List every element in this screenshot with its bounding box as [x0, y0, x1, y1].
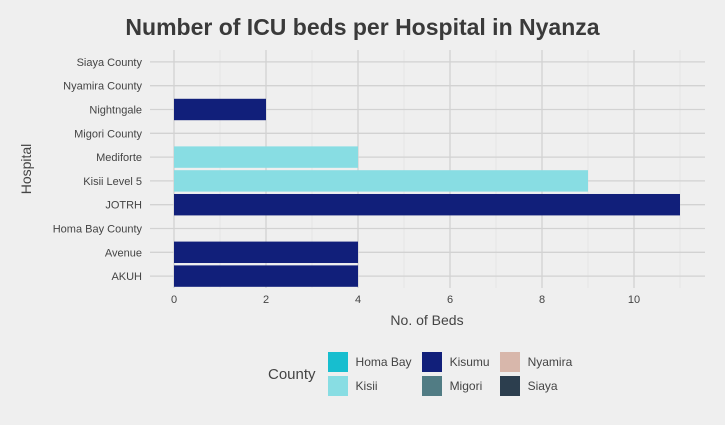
y-tick-label: AKUH	[111, 271, 142, 283]
x-tick-label: 2	[263, 294, 269, 306]
x-tick-label: 10	[628, 294, 640, 306]
legend-item: Homa Bay	[327, 350, 412, 374]
legend-label: Kisumu	[449, 355, 490, 369]
legend-label: Kisii	[355, 379, 378, 393]
legend: County Homa Bay Kisumu Nyamira Kisii Migori S…	[268, 350, 572, 398]
legend-item: Kisumu	[421, 350, 490, 374]
bars	[174, 98, 680, 287]
legend-item: Migori	[421, 374, 490, 398]
legend-item: Nyamira	[499, 350, 573, 374]
y-tick-label: Mediforte	[96, 152, 142, 164]
x-tick-label: 8	[539, 294, 545, 306]
y-tick-label: Homa Bay County	[53, 224, 143, 236]
legend-swatch	[327, 352, 348, 372]
y-tick-label: Kisii Level 5	[83, 176, 142, 188]
x-tick-label: 6	[447, 294, 453, 306]
x-tick-label: 0	[171, 294, 177, 306]
legend-item: Siaya	[499, 374, 573, 398]
y-tick-label: Migori County	[74, 128, 142, 140]
bar-akuh	[174, 265, 358, 287]
bar-chart: Siaya County Nyamira County Nightngale Migo…	[18, 50, 705, 328]
x-tick-labels: 0 2 4 6 8 10	[171, 294, 640, 306]
legend-swatch	[499, 352, 520, 372]
legend-swatch	[421, 352, 442, 372]
legend-label: Nyamira	[527, 355, 573, 369]
y-tick-labels: Siaya County Nyamira County Nightngale Migo…	[53, 57, 143, 283]
y-tick-label: Nyamira County	[63, 81, 142, 93]
y-tick-label: JOTRH	[105, 200, 142, 212]
legend-swatch	[421, 376, 442, 396]
legend-title: County	[268, 365, 316, 383]
legend-items: Homa Bay Kisumu Nyamira Kisii Migori Siaya	[327, 350, 573, 398]
bar-mediforte	[174, 146, 358, 168]
y-tick-label: Nightngale	[89, 105, 142, 117]
y-tick-label: Avenue	[105, 247, 142, 259]
bar-nightngale	[174, 98, 266, 121]
legend-item: Kisii	[327, 374, 412, 398]
x-axis-title: No. of Beds	[390, 312, 463, 328]
bar-avenue	[174, 241, 358, 264]
legend-label: Homa Bay	[355, 355, 412, 369]
chart-title: Number of ICU beds per Hospital in Nyanz…	[125, 14, 600, 40]
bar-jotrh	[174, 193, 680, 216]
bar-kisii-level-5	[174, 170, 588, 192]
x-tick-label: 4	[355, 294, 361, 306]
y-tick-label: Siaya County	[77, 57, 143, 69]
legend-label: Migori	[449, 379, 483, 393]
legend-swatch	[499, 376, 520, 396]
legend-label: Siaya	[527, 379, 558, 393]
legend-swatch	[327, 376, 348, 396]
y-axis-title: Hospital	[18, 144, 34, 195]
